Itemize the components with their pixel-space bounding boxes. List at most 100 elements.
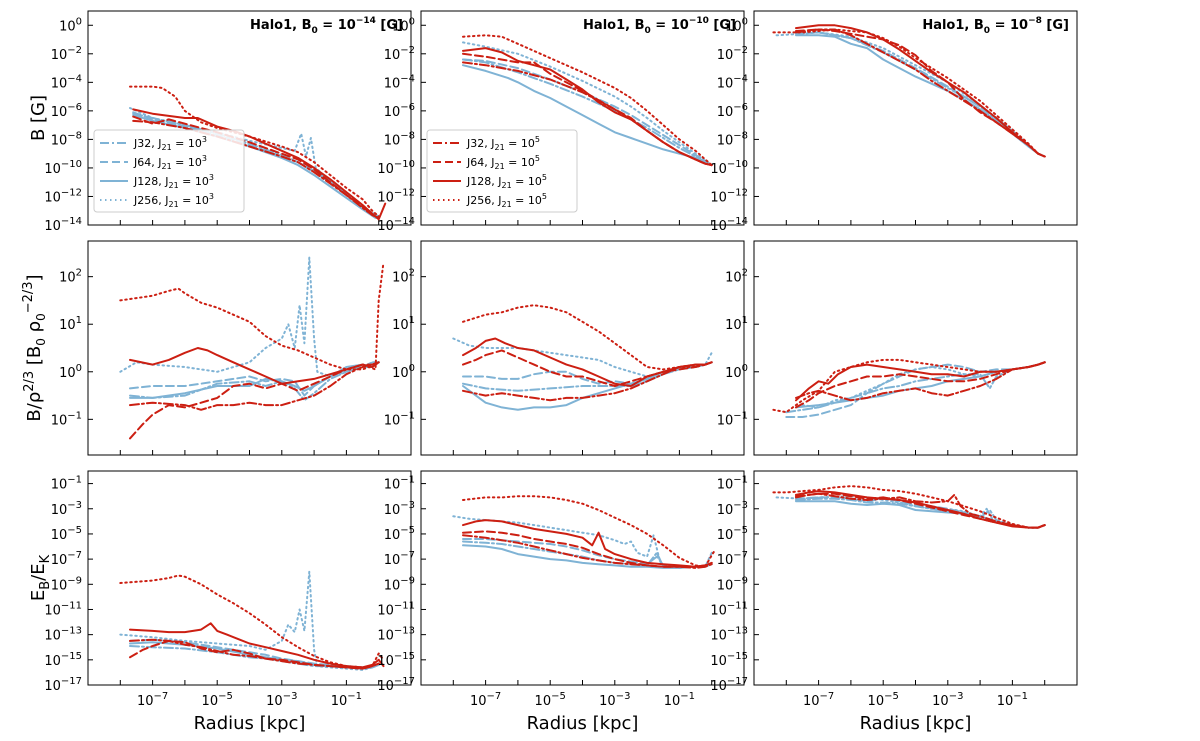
series-line-j256-blue [452, 515, 713, 568]
y-axis-label: EB/EK [28, 554, 53, 601]
panel-r1-c1: 102 101 100 10−1 [384, 240, 745, 456]
series-line-j64-red [795, 28, 1046, 158]
panel-r2-c1: 10−1 10−3 10−5 10−7 10−9 10−11 10−13 10−15 10−17… [377, 470, 745, 734]
y-tick-label: 10−4 [51, 73, 82, 91]
series-line-j64-blue [795, 31, 1046, 158]
y-tick-label: 10−12 [44, 187, 82, 205]
series-line-j256-blue [119, 256, 380, 378]
x-tick-label: 10−7 [137, 691, 168, 709]
series-line-j32-red [795, 492, 1046, 529]
y-tick-label: 10−15 [377, 651, 415, 669]
y-tick-label: 10−15 [710, 651, 748, 669]
y-tick-label: 10−7 [384, 550, 415, 568]
series-line-j256-red [772, 485, 1046, 529]
series-line-j128-red [795, 24, 1046, 158]
y-tick-label: 10−13 [377, 626, 415, 644]
y-tick-label: 10−8 [384, 130, 415, 148]
y-tick-label: 10−4 [384, 73, 415, 91]
series-line-j64-blue [462, 361, 713, 385]
series-group [772, 24, 1046, 158]
series-line-j64-red [129, 639, 380, 670]
y-tick-label: 10−3 [384, 500, 415, 518]
series-group [462, 34, 713, 167]
panel-frame [753, 470, 1078, 686]
x-tick-label: 10−3 [266, 691, 297, 709]
y-tick-label: 10−14 [377, 216, 415, 234]
y-tick-label: 10−6 [717, 102, 748, 120]
panel-r1-c2: 102 101 100 10−1 [717, 240, 1078, 456]
x-axis-label: Radius [kpc] [194, 713, 306, 734]
x-axis-label: Radius [kpc] [860, 713, 972, 734]
panel-frame [87, 470, 412, 686]
x-tick-label: 10−7 [470, 691, 501, 709]
y-tick-label: 100 [59, 16, 82, 34]
legend-label: J128, J21 = 103 [133, 173, 214, 190]
series-group [772, 358, 1046, 418]
series-line-j32-blue [795, 31, 1046, 158]
y-tick-label: 10−2 [717, 45, 748, 63]
series-line-j256-red [462, 495, 716, 568]
y-tick-label: 10−8 [717, 130, 748, 148]
panel-frame [420, 470, 745, 686]
series-line-j32-red [129, 361, 380, 411]
y-tick-label: 10−3 [51, 500, 82, 518]
panel-r2-c2: 10−1 10−3 10−5 10−7 10−9 10−11 10−13 10−15 10−17… [710, 470, 1078, 734]
panel-frame [753, 10, 1078, 226]
y-tick-label: 100 [392, 363, 415, 381]
y-tick-label: 102 [392, 268, 415, 286]
y-tick-label: 10−10 [377, 159, 415, 177]
series-line-j128-blue [795, 34, 1046, 158]
y-tick-label: 102 [725, 268, 748, 286]
series-line-j32-red [795, 361, 1046, 402]
panel-r0-c0: 100 10−2 10−4 10−6 10−8 10−10 10−12 10−14 [44, 10, 412, 234]
y-tick-label: 10−5 [717, 525, 748, 543]
y-tick-label: 10−14 [710, 216, 748, 234]
y-tick-label: 10−3 [717, 500, 748, 518]
legend-label: J128, J21 = 105 [466, 173, 547, 190]
legend-label: J32, J21 = 105 [466, 135, 540, 152]
y-tick-label: 10−1 [384, 475, 415, 493]
legend-label: J256, J21 = 103 [133, 192, 214, 209]
y-tick-label: 10−12 [377, 187, 415, 205]
y-tick-label: 10−11 [44, 600, 82, 618]
y-tick-label: 10−6 [51, 102, 82, 120]
series-line-j256-red [129, 85, 380, 218]
y-tick-label: 10−5 [384, 525, 415, 543]
y-tick-label: 101 [725, 315, 748, 333]
series-line-j256-red [772, 358, 1046, 414]
y-tick-label: 10−1 [51, 410, 82, 428]
legend-label: J64, J21 = 105 [466, 154, 540, 171]
y-tick-label: 10−10 [44, 159, 82, 177]
series-line-j128-red [795, 490, 1046, 529]
series-line-j32-red [462, 361, 713, 402]
y-tick-label: 10−1 [717, 475, 748, 493]
series-line-j64-blue [129, 361, 380, 397]
series-line-j64-red [129, 361, 380, 440]
y-tick-label: 10−11 [377, 600, 415, 618]
panel-r1-c0: 102 101 100 10−1 [51, 240, 412, 456]
y-tick-label: 10−1 [51, 475, 82, 493]
panel-frame [420, 240, 745, 456]
y-tick-label: 10−17 [377, 676, 415, 694]
y-tick-label: 10−15 [44, 651, 82, 669]
y-tick-label: 100 [725, 16, 748, 34]
series-line-j128-red [462, 519, 713, 568]
series-line-j32-red [129, 638, 380, 670]
panel-title: Halo1, B0 = 10−8 [G] [922, 16, 1069, 36]
panel-title: Halo1, B0 = 10−10 [G] [583, 16, 736, 36]
y-tick-label: 10−17 [710, 676, 748, 694]
panel-r0-c1: 100 10−2 10−4 10−6 10−8 10−10 10−12 10−14 [377, 10, 745, 234]
y-tick-label: 10−12 [710, 187, 748, 205]
x-tick-label: 10−1 [997, 691, 1028, 709]
panel-r2-c0: 10−1 10−3 10−5 10−7 10−9 10−11 10−13 10−15 10−17… [44, 470, 412, 734]
y-tick-label: 10−7 [51, 550, 82, 568]
series-line-j64-red [462, 530, 713, 568]
y-tick-label: 102 [59, 268, 82, 286]
y-tick-label: 10−4 [717, 73, 748, 91]
y-tick-label: 10−8 [51, 130, 82, 148]
x-tick-label: 10−3 [932, 691, 963, 709]
series-group [772, 485, 1046, 529]
y-tick-label: 10−5 [51, 525, 82, 543]
legend-label: J64, J21 = 103 [133, 154, 207, 171]
